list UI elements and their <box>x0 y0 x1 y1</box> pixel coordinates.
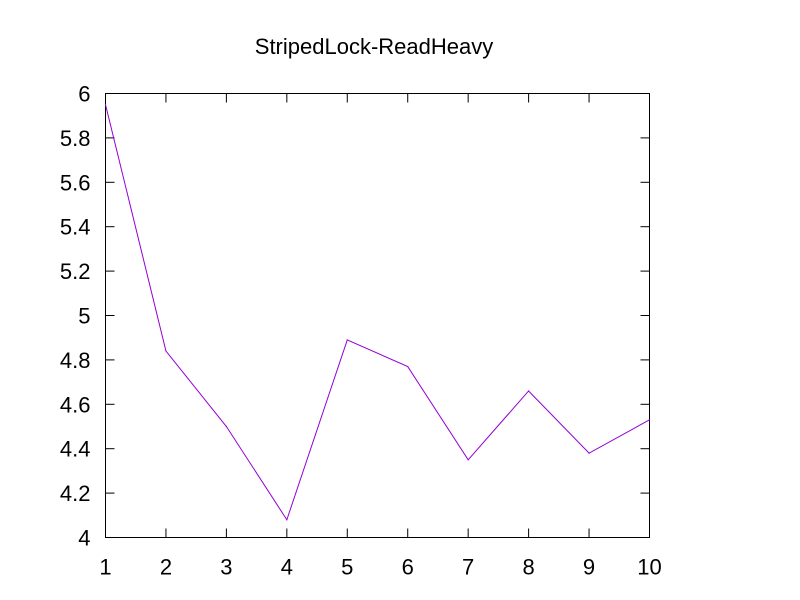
y-tick-label: 4.4 <box>60 437 91 462</box>
x-tick-label: 3 <box>220 555 232 580</box>
y-tick-label: 5.4 <box>60 215 91 240</box>
x-axis: 1 2 3 4 5 6 7 8 9 10 <box>99 93 662 580</box>
y-tick-label: 4 <box>78 526 90 551</box>
data-point <box>528 390 530 392</box>
data-point <box>588 452 590 454</box>
data-point <box>346 339 348 341</box>
x-tick-label: 1 <box>99 555 111 580</box>
y-tick-label: 5.8 <box>60 126 91 151</box>
data-point <box>286 519 288 521</box>
y-tick-label: 4.2 <box>60 481 91 506</box>
data-point <box>225 425 227 428</box>
x-tick-label: 4 <box>281 555 293 580</box>
data-point <box>648 419 651 421</box>
y-tick-label: 6 <box>78 82 90 107</box>
data-point <box>407 365 409 368</box>
series-line <box>105 104 650 521</box>
y-tick-label: 5.6 <box>60 170 91 195</box>
y-axis: 4 4.2 4.4 4.6 4.8 5 5.2 5.4 5.6 5.8 6 <box>60 82 650 551</box>
data-point <box>467 459 469 461</box>
x-tick-label: 2 <box>160 555 172 580</box>
y-tick-label: 5 <box>78 304 90 329</box>
x-tick-label: 6 <box>402 555 414 580</box>
x-tick-label: 9 <box>583 555 595 580</box>
data-point <box>104 104 107 106</box>
series-group <box>104 104 651 521</box>
plot-frame <box>105 93 650 538</box>
x-tick-label: 7 <box>462 555 474 580</box>
x-tick-label: 10 <box>637 555 661 580</box>
y-tick-label: 4.6 <box>60 392 91 417</box>
data-point <box>165 350 167 352</box>
x-tick-label: 8 <box>522 555 534 580</box>
x-tick-label: 5 <box>341 555 353 580</box>
chart-title: StripedLock-ReadHeavy <box>255 34 493 59</box>
y-tick-label: 5.2 <box>60 259 91 284</box>
y-tick-label: 4.8 <box>60 348 91 373</box>
